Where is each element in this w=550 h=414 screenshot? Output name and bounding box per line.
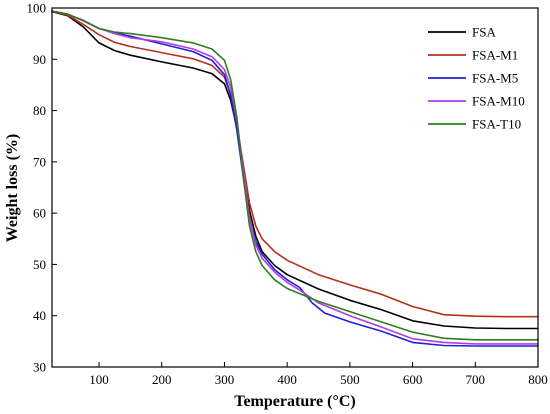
x-tick-label-700: 700	[466, 372, 486, 387]
legend-label-fsa-m10: FSA-M10	[472, 94, 525, 109]
series-line-fsa-t10	[51, 10, 539, 341]
x-tick-label-300: 300	[215, 372, 235, 387]
series-layer	[51, 10, 539, 347]
x-tick-label-800: 800	[528, 372, 548, 387]
legend-label-fsa-t10: FSA-T10	[472, 117, 521, 132]
y-tick-label-80: 80	[33, 103, 46, 118]
y-tick-label-70: 70	[33, 154, 46, 169]
x-tick-label-500: 500	[340, 372, 360, 387]
series-line-fsa-m10	[51, 10, 539, 345]
y-axis-title: Weight loss (%)	[4, 134, 21, 242]
legend: FSA FSA-M1 FSA-M5 FSA-M10 FSA-T10	[428, 25, 525, 132]
legend-label-fsa-m1: FSA-M1	[472, 48, 518, 63]
ticks-layer: 100 200 300 400 500 600 700 800 30 40 50 60 70 80 90 10…	[27, 1, 548, 388]
x-tick-label-600: 600	[403, 372, 423, 387]
legend-label-fsa: FSA	[472, 25, 496, 40]
y-tick-label-40: 40	[33, 308, 46, 323]
y-tick-label-90: 90	[33, 52, 46, 67]
plot-frame	[51, 7, 539, 368]
legend-label-fsa-m5: FSA-M5	[472, 71, 518, 86]
x-tick-label-100: 100	[89, 372, 109, 387]
y-tick-label-50: 50	[33, 257, 46, 272]
y-tick-label-100: 100	[27, 1, 47, 16]
y-tick-label-60: 60	[33, 206, 46, 221]
x-tick-label-400: 400	[277, 372, 297, 387]
x-tick-label-200: 200	[152, 372, 172, 387]
x-axis-title: Temperature (°C)	[234, 393, 355, 410]
y-tick-label-30: 30	[33, 360, 46, 375]
series-line-fsa-m1	[51, 10, 539, 318]
